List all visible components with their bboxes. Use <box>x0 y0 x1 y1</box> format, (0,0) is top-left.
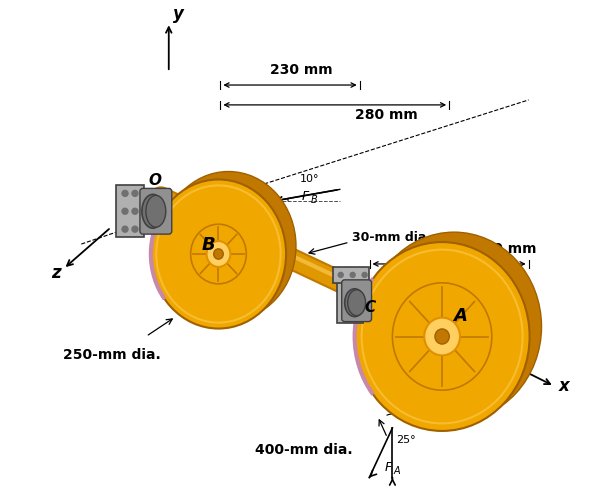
Ellipse shape <box>345 289 365 317</box>
Text: B: B <box>202 236 215 254</box>
Circle shape <box>132 209 138 215</box>
Text: 25°: 25° <box>397 434 416 444</box>
Text: B: B <box>311 195 317 205</box>
Text: 230 mm: 230 mm <box>270 63 333 77</box>
Text: 250-mm dia.: 250-mm dia. <box>63 347 161 362</box>
Circle shape <box>362 273 367 278</box>
Text: 10°: 10° <box>300 174 320 184</box>
Text: z: z <box>51 264 61 281</box>
Text: C: C <box>365 299 376 314</box>
Circle shape <box>338 273 343 278</box>
Circle shape <box>132 191 138 197</box>
Bar <box>337 279 363 323</box>
Text: y: y <box>173 5 184 23</box>
Ellipse shape <box>206 242 230 267</box>
Ellipse shape <box>146 196 166 228</box>
Text: 280 mm: 280 mm <box>355 108 417 122</box>
Text: F: F <box>302 190 309 203</box>
Text: A: A <box>453 306 467 324</box>
Text: 400-mm dia.: 400-mm dia. <box>255 442 353 456</box>
Ellipse shape <box>366 233 541 421</box>
Ellipse shape <box>424 318 460 356</box>
Circle shape <box>122 191 128 197</box>
FancyBboxPatch shape <box>140 189 172 235</box>
Ellipse shape <box>142 195 164 229</box>
Circle shape <box>122 227 128 233</box>
Bar <box>333 267 369 283</box>
Bar <box>116 186 144 238</box>
Text: O: O <box>149 173 162 188</box>
Ellipse shape <box>214 249 223 260</box>
Circle shape <box>122 209 128 215</box>
Ellipse shape <box>435 329 449 345</box>
Text: F: F <box>385 460 392 473</box>
Text: x: x <box>558 376 569 394</box>
Ellipse shape <box>348 290 366 316</box>
Text: 30-mm dia.: 30-mm dia. <box>352 231 431 244</box>
Text: A: A <box>394 465 400 475</box>
Text: 300 mm: 300 mm <box>474 242 537 256</box>
Ellipse shape <box>151 180 286 329</box>
FancyBboxPatch shape <box>342 280 372 322</box>
Ellipse shape <box>161 172 296 321</box>
Circle shape <box>132 227 138 233</box>
Circle shape <box>350 273 355 278</box>
Ellipse shape <box>355 243 530 431</box>
